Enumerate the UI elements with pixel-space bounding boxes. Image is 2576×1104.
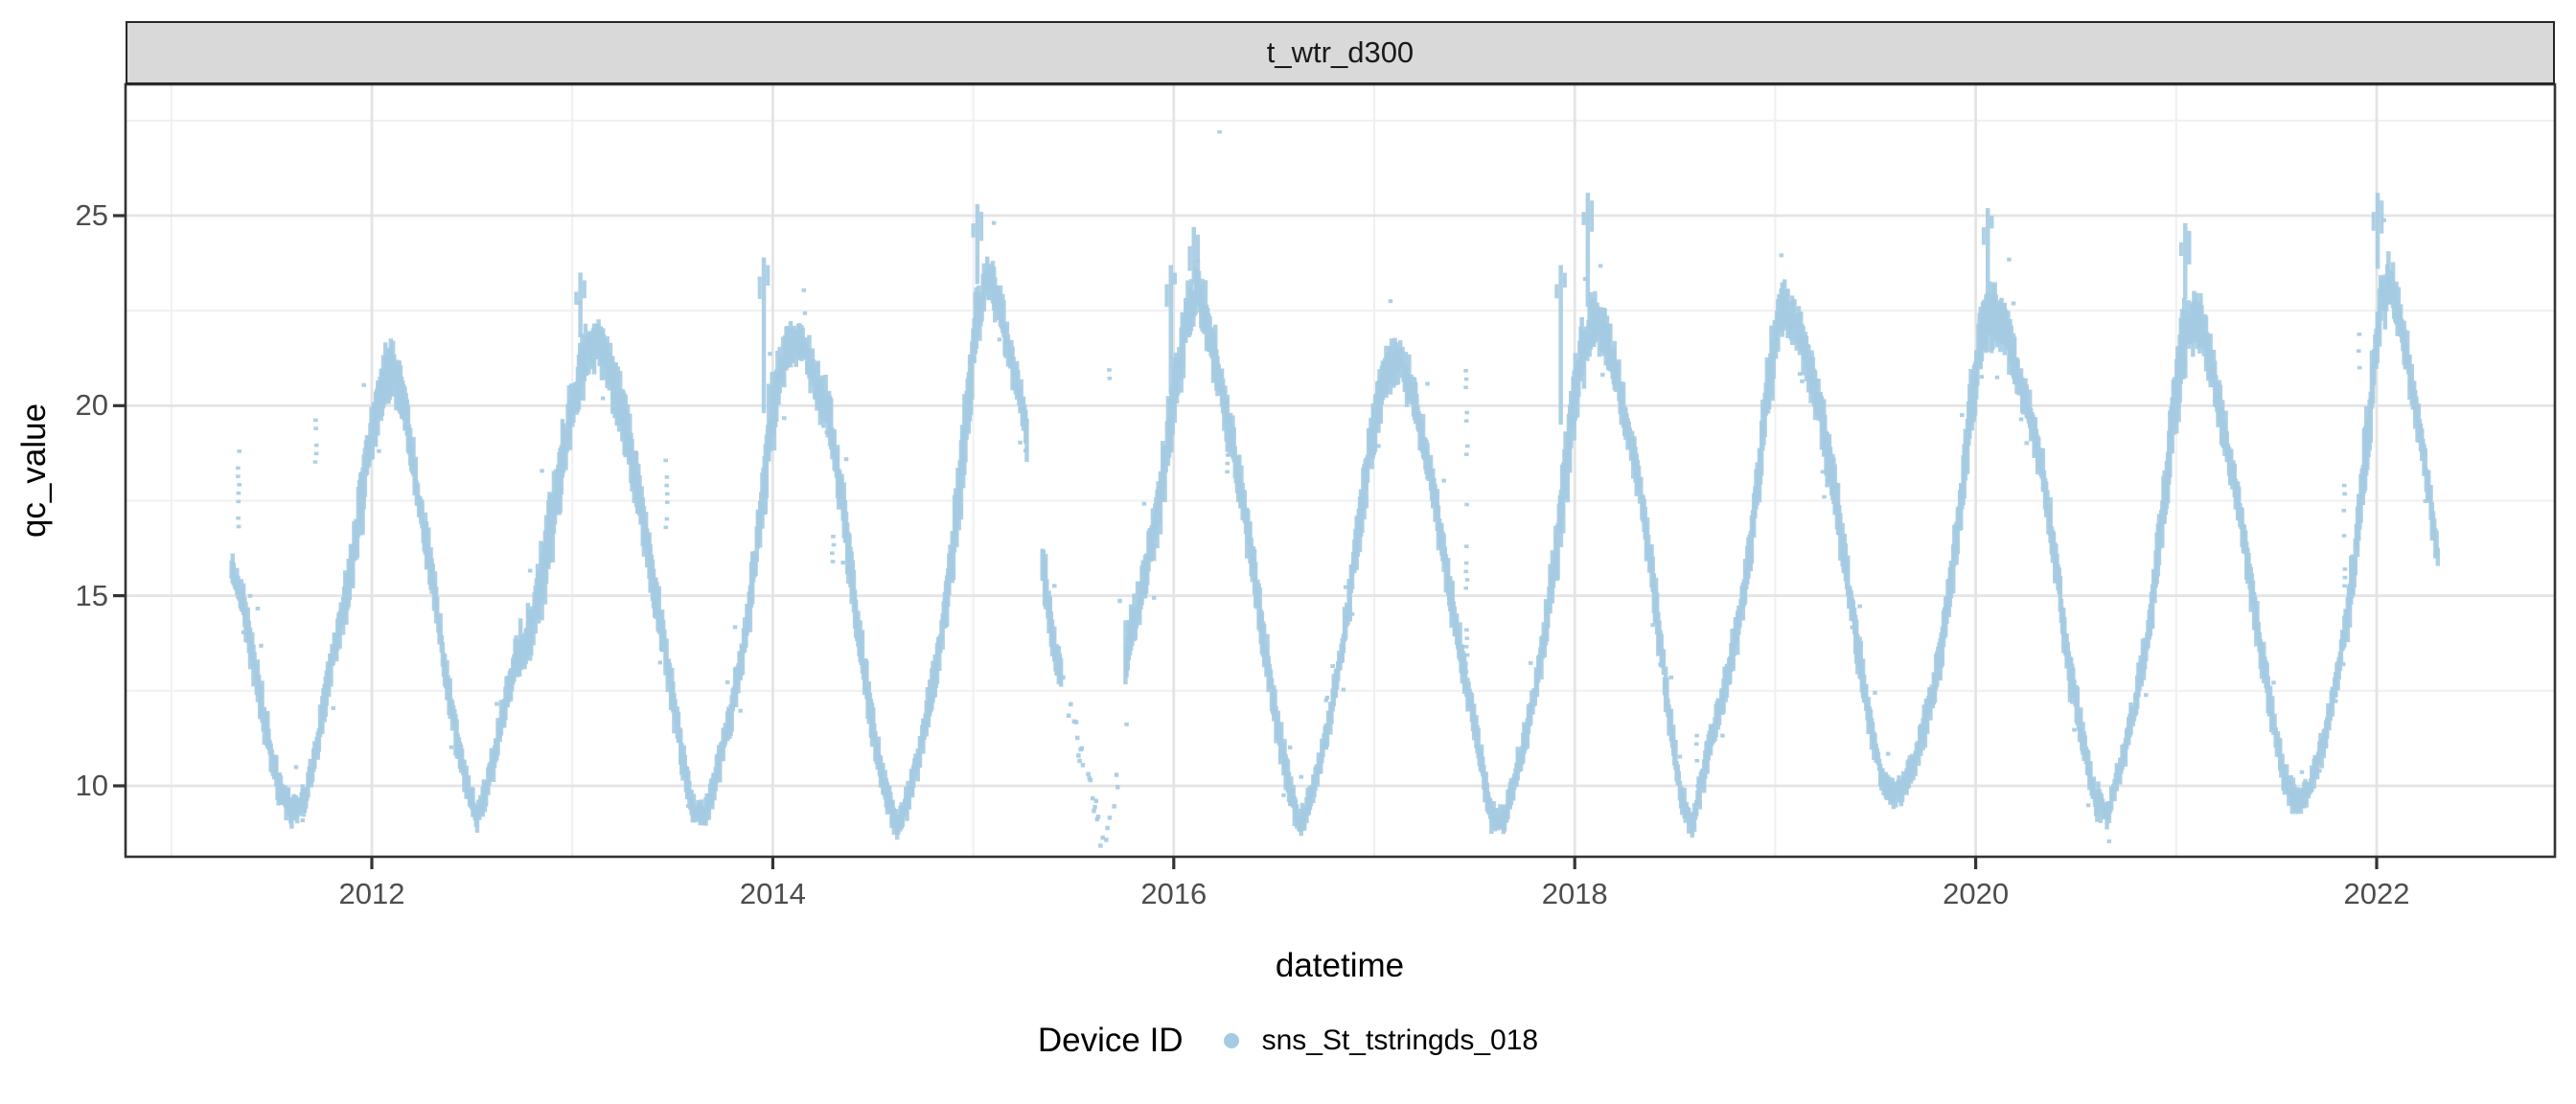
y-axis-title: qc_value [15, 402, 53, 539]
facet-strip-title: t_wtr_d300 [1266, 35, 1414, 69]
legend-entry-label: sns_St_tstringds_018 [1261, 1024, 1539, 1056]
facet-strip: t_wtr_d300 [126, 21, 2555, 84]
legend-title: Device ID [1037, 1022, 1184, 1059]
legend: Device ID sns_St_tstringds_018 [0, 1010, 2576, 1071]
legend-point-icon [1223, 1033, 1239, 1048]
x-axis-title: datetime [1275, 947, 1405, 984]
